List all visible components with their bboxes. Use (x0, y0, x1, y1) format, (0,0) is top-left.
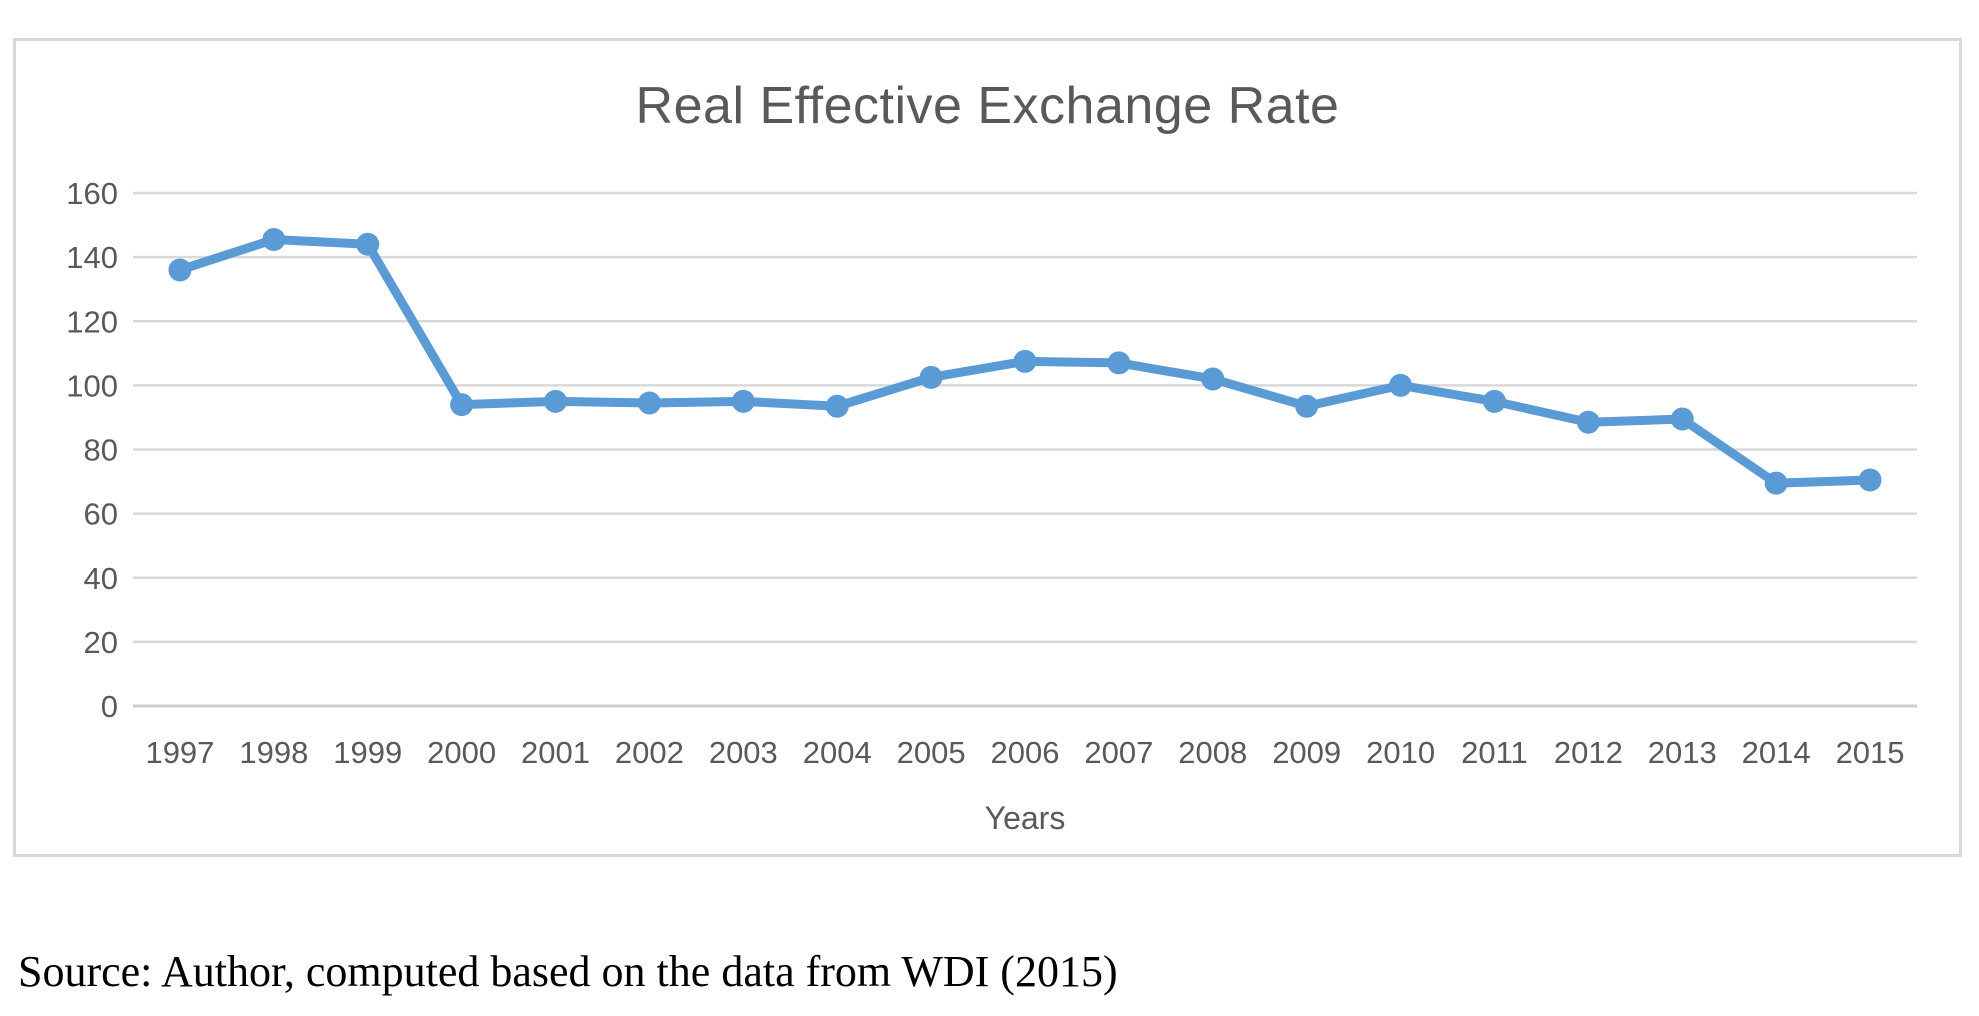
source-note: Source: Author, computed based on the da… (18, 947, 1118, 996)
x-axis-title: Years (984, 800, 1066, 836)
chart-title: Real Effective Exchange Rate (635, 77, 1340, 135)
chart-frame (13, 38, 1962, 857)
